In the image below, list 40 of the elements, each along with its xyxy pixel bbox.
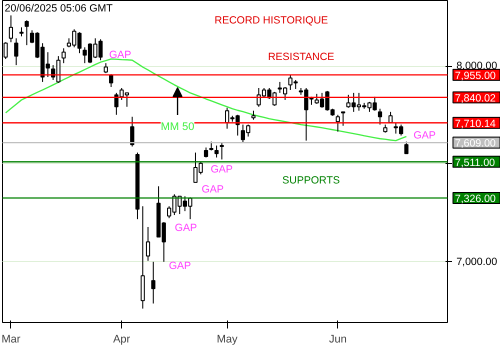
annotation: GAP — [168, 260, 191, 272]
candlestick — [8, 14, 14, 43]
candlestick — [220, 142, 224, 160]
x-tick-label: Apr — [113, 334, 131, 346]
ref-line-label: 7,609.00 — [454, 138, 496, 150]
candlestick — [130, 116, 134, 148]
text: MM 50 — [160, 120, 194, 133]
ref-line-label: 7,710.14 — [454, 118, 496, 130]
x-tick-label: Mar — [1, 334, 21, 346]
annotation: GAP — [202, 183, 224, 196]
candlestick — [104, 62, 108, 74]
annotation: 20/06/2025 05:06 GMT — [4, 2, 114, 14]
candlestick — [204, 147, 208, 158]
text: GAP — [414, 130, 436, 142]
annotation: GAP — [210, 163, 233, 176]
candlestick — [214, 145, 219, 158]
ref-line-label: 7,840.02 — [454, 92, 496, 104]
candlestick — [151, 261, 156, 304]
ref-line-label: 7,511.00 — [454, 156, 496, 169]
y-tick-label: 7,000.00 — [456, 256, 498, 268]
ref-line-label: 7,955.00 — [454, 70, 496, 82]
x-tick-label: May — [216, 334, 238, 346]
candlestick — [378, 108, 382, 126]
candlestick — [14, 38, 18, 66]
annotation: RESISTANCE — [268, 51, 334, 64]
candlestick — [341, 111, 346, 126]
candlestick — [24, 20, 29, 46]
candlestick — [146, 226, 150, 262]
ref-line-label: 7,326.00 — [454, 193, 496, 206]
candlestick — [404, 141, 408, 154]
annotation: GAP — [174, 222, 197, 234]
candlestick — [62, 48, 66, 64]
candlestick — [19, 26, 24, 37]
candlestick — [251, 110, 256, 120]
annotation: SUPPORTS — [282, 174, 340, 186]
x-tick-label: Jun — [328, 334, 347, 346]
annotation: GAP — [109, 49, 132, 62]
candlestick — [336, 114, 340, 132]
y-tick-label: 8,000.00 — [456, 60, 498, 72]
annotation: RECORD HISTORIQUE — [214, 14, 328, 26]
